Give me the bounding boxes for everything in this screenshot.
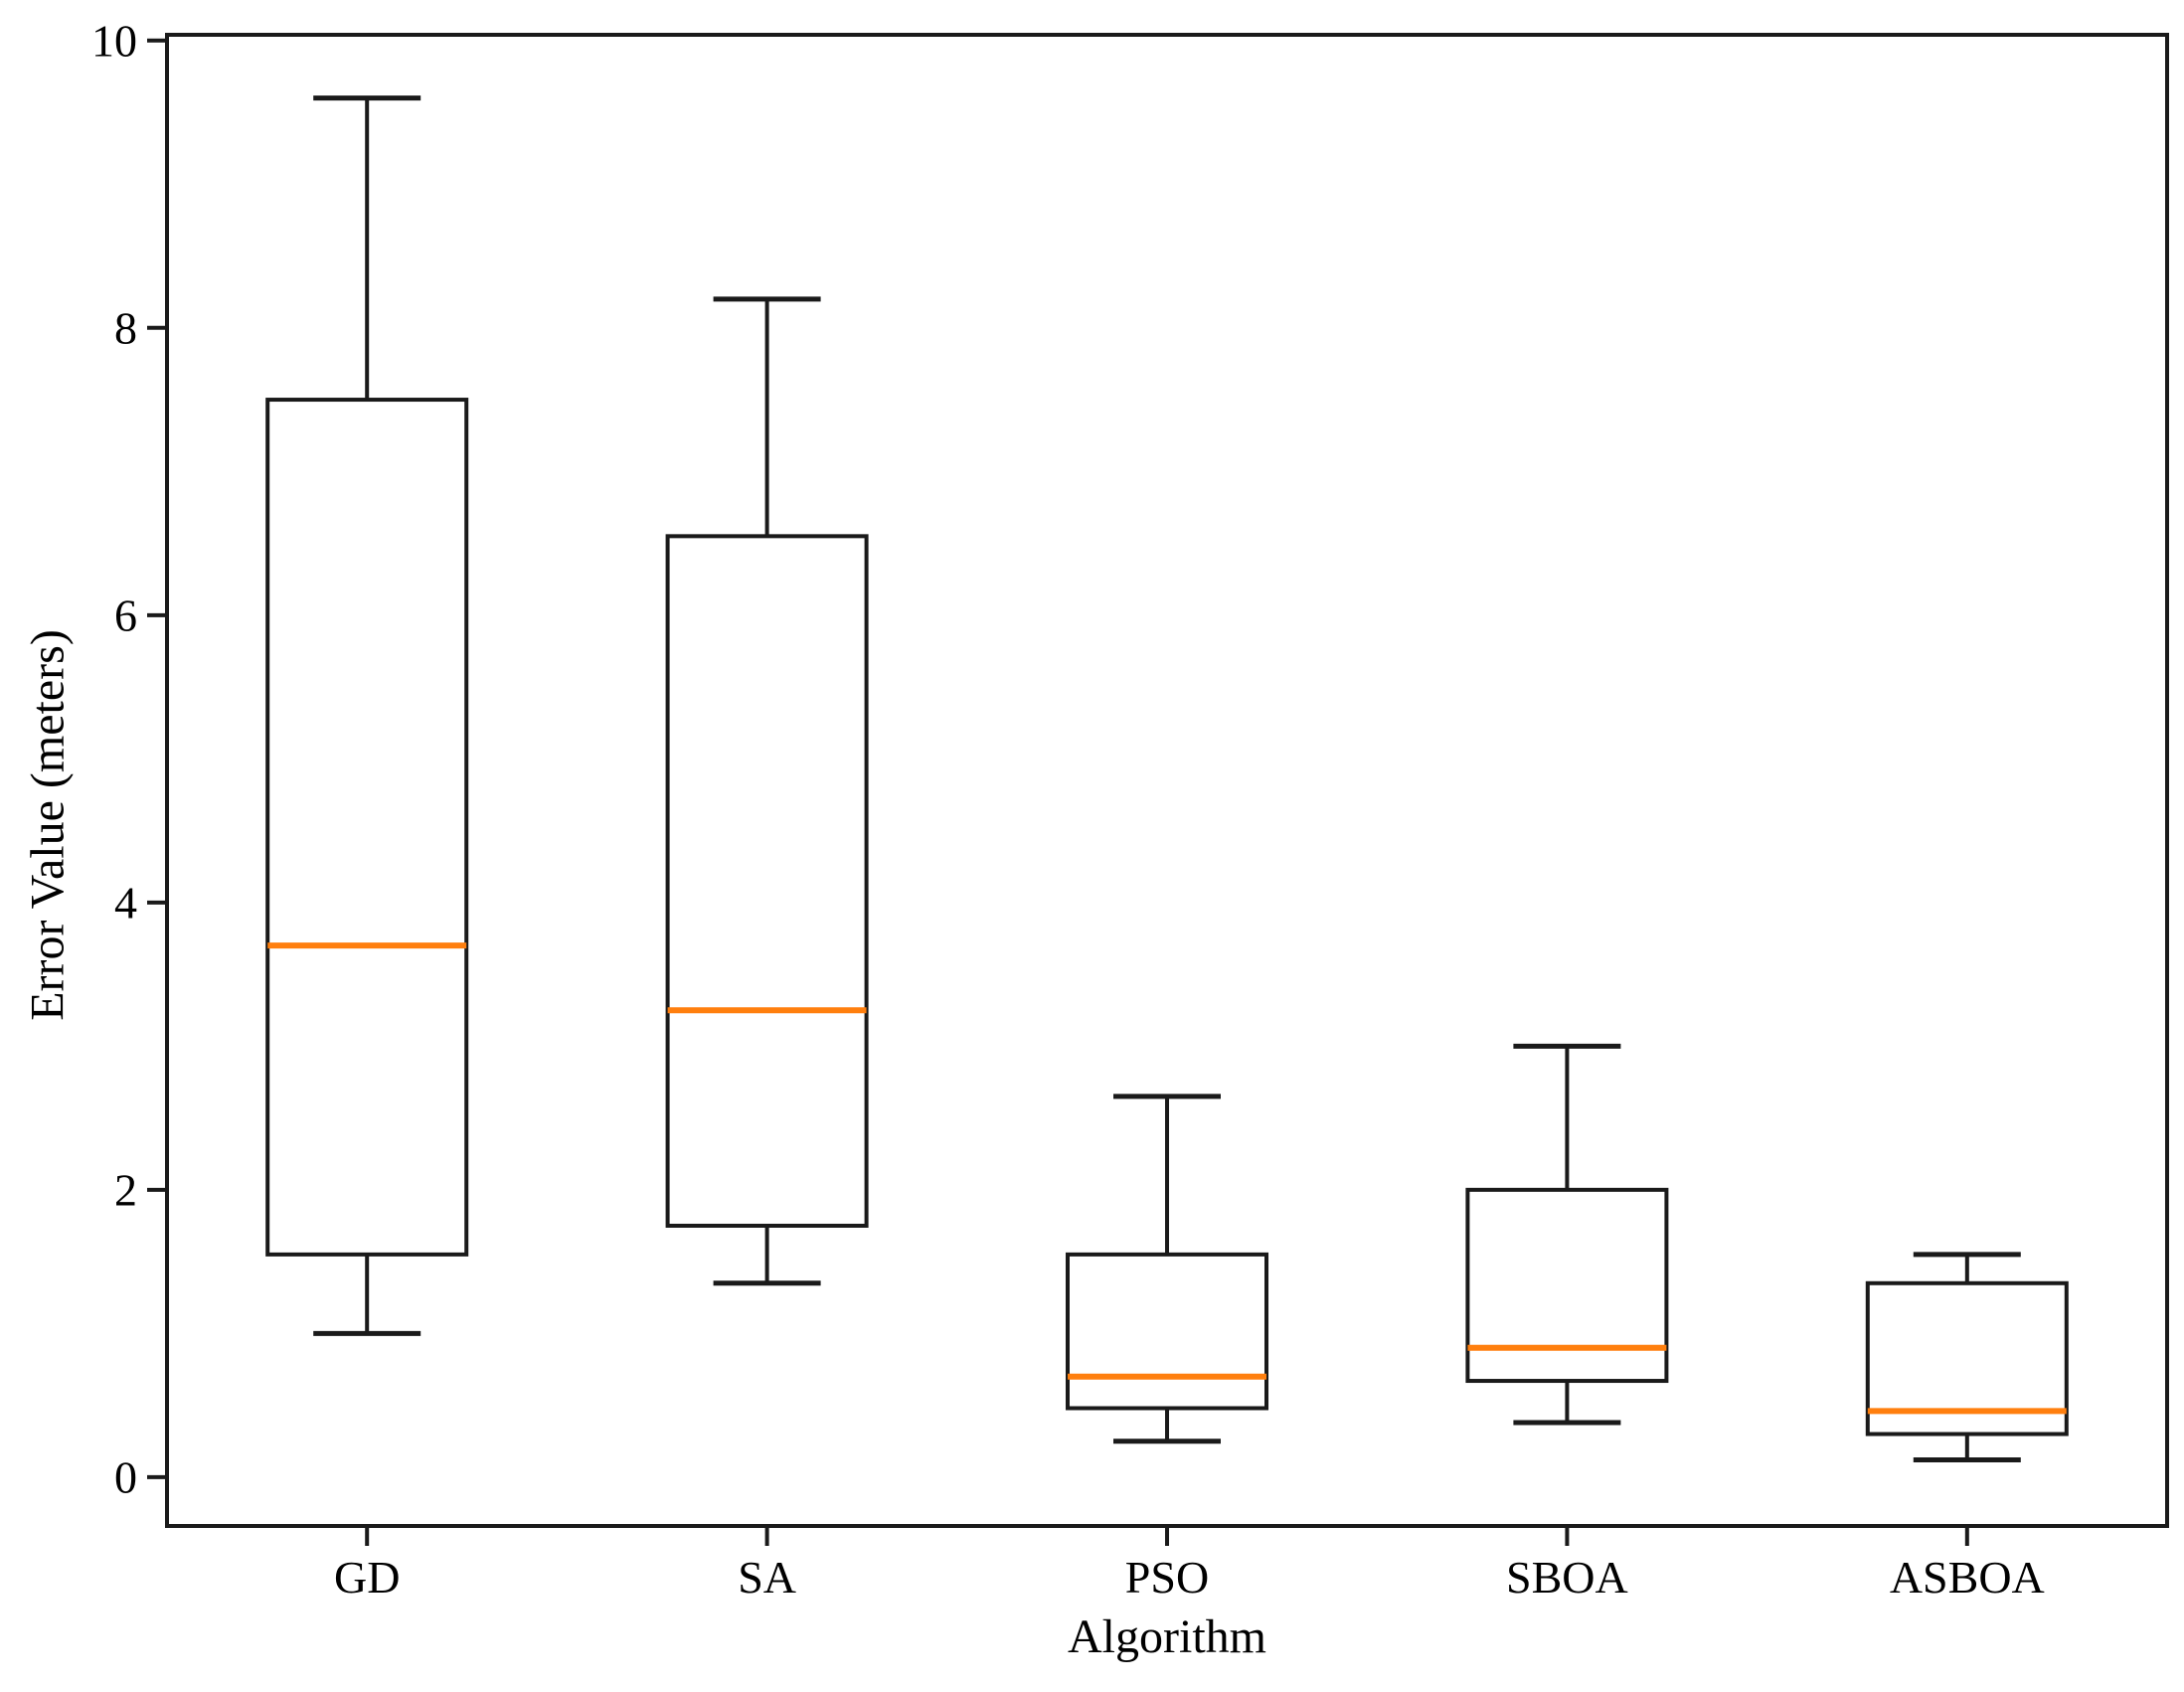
x-tick-label: SBOA: [1506, 1552, 1628, 1603]
iqr-box: [1066, 1252, 1268, 1411]
plot-area: 0 2 4 6 8 10 GD SA PSO SBOA ASBOA: [91, 15, 2169, 1603]
iqr-box: [665, 534, 869, 1228]
y-tick-label: 6: [114, 590, 137, 640]
x-tick-label: SA: [738, 1552, 796, 1603]
y-tick-label: 10: [91, 15, 137, 66]
y-axis-label: Error Value (meters): [22, 629, 75, 1021]
iqr-box: [1465, 1187, 1669, 1384]
y-tick-label: 4: [114, 877, 137, 928]
x-axis-label: Algorithm: [1068, 1610, 1266, 1663]
y-tick-label: 2: [114, 1164, 137, 1215]
x-tick-label: ASBOA: [1890, 1552, 2045, 1603]
iqr-box: [265, 398, 469, 1257]
y-tick-label: 0: [114, 1451, 137, 1502]
y-tick-label: 8: [114, 302, 137, 353]
x-tick-label: GD: [334, 1552, 400, 1603]
x-tick-label: PSO: [1125, 1552, 1209, 1603]
